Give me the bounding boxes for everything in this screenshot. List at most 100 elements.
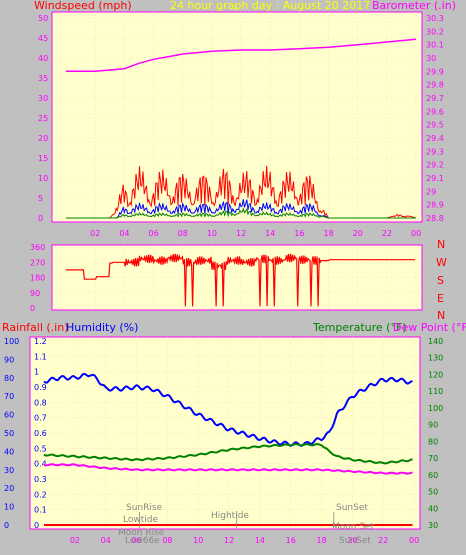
dir-y-tick-label: 270 [30, 258, 45, 267]
lowtide-label: Lowtide [123, 515, 158, 525]
wind-y-tick-label: 45 [38, 34, 48, 43]
baro-y-tick-label: 29.5 [426, 121, 444, 130]
wind-x-tick-label: 22 [382, 229, 392, 238]
humidity-y-tick-label: 20 [4, 484, 14, 493]
rain-y-tick-label: 0.1 [34, 506, 47, 515]
wind-x-tick-label: 04 [119, 229, 129, 238]
wind-x-tick-label: 00 [411, 229, 421, 238]
rain-y-tick-label: 0.8 [34, 398, 47, 407]
rain-y-tick-label: 0.6 [34, 429, 47, 438]
rainfall-axis-label: Rainfall (.in) [2, 321, 69, 334]
baro-y-tick-label: 29.4 [426, 134, 444, 143]
wind-y-tick-label: 40 [38, 54, 48, 63]
rain-y-tick-label: 0.5 [34, 444, 47, 453]
humidity-y-tick-label: 50 [4, 429, 14, 438]
temp-x-tick-label: 06 [132, 536, 142, 545]
baro-y-tick-label: 29.3 [426, 147, 444, 156]
direction-panel [51, 244, 423, 311]
humidity-y-tick-label: 90 [4, 355, 14, 364]
sunset2-label: SunSet [339, 536, 371, 546]
wind-y-tick-label: 35 [38, 74, 48, 83]
dir-y-tick-label: 180 [30, 274, 45, 283]
temp-y-tick-label: 50 [428, 488, 438, 497]
sunrise-label: SunRise [126, 503, 163, 513]
wind-y-tick-label: 15 [38, 154, 48, 163]
compass-e: E [437, 292, 444, 305]
moonset-label: Moon Set [332, 522, 375, 532]
barometer-line [66, 38, 417, 73]
temp-y-tick-label: 70 [428, 454, 438, 463]
rain-y-tick-label: 0 [34, 521, 39, 530]
temp-y-tick-label: 40 [428, 504, 438, 513]
baro-y-tick-label: 30 [426, 54, 436, 63]
hightide-label: Hightide [211, 511, 249, 521]
windspeed-axis-label: Windspeed (mph) [34, 0, 132, 12]
annotations: SunRise Lowtide Moon Rise Low66e Hightid… [118, 503, 375, 546]
temp-y-tick-label: 30 [428, 521, 438, 530]
temperature-axis-label: Temperature (°F) [312, 321, 407, 334]
humidity-y-tick-label: 80 [4, 374, 14, 383]
wind-x-tick-label: 16 [294, 229, 304, 238]
wind-x-tick-label: 18 [324, 229, 334, 238]
dir-y-tick-label: 0 [30, 304, 35, 313]
temp-y-tick-label: 140 [428, 337, 443, 346]
wind-direction-line [66, 253, 416, 307]
temp-y-tick-label: 120 [428, 370, 443, 379]
temp-y-tick-label: 90 [428, 421, 438, 430]
baro-y-tick-label: 29 [426, 187, 436, 196]
wind-y-tick-label: 5 [38, 194, 43, 203]
temp-x-tick-label: 00 [409, 536, 419, 545]
rain-y-tick-label: 0.7 [34, 414, 47, 423]
rain-y-tick-label: 1.2 [34, 337, 47, 346]
humidity-y-tick-label: 0 [4, 521, 9, 530]
wind-y-tick-label: 10 [38, 174, 48, 183]
compass-n-top: N [437, 238, 445, 251]
temp-x-tick-label: 10 [193, 536, 203, 545]
baro-y-tick-label: 29.6 [426, 107, 444, 116]
wind-y-tick-label: 50 [38, 14, 48, 23]
wind-x-tick-label: 10 [207, 229, 217, 238]
wind-x-tick-label: 08 [178, 229, 188, 238]
wind-x-tick-label: 14 [265, 229, 275, 238]
series-lines [43, 38, 417, 526]
baro-y-tick-label: 30.3 [426, 14, 444, 23]
baro-y-tick-label: 29.8 [426, 81, 444, 90]
rain-y-tick-label: 0.3 [34, 475, 47, 484]
baro-y-tick-label: 28.8 [426, 214, 444, 223]
humidity-y-tick-label: 10 [4, 503, 14, 512]
moonrise-label: Moon Rise [118, 528, 165, 538]
wind-y-tick-label: 0 [38, 214, 43, 223]
compass-n-bottom: N [437, 309, 445, 322]
temp-y-tick-label: 100 [428, 404, 443, 413]
grid-lines [30, 12, 422, 529]
rain-y-tick-label: 1.1 [34, 352, 47, 361]
humidity-y-tick-label: 100 [4, 337, 19, 346]
rain-y-tick-label: 0.4 [34, 460, 47, 469]
temp-y-tick-label: 80 [428, 437, 438, 446]
dir-y-tick-label: 90 [30, 289, 40, 298]
wind-x-tick-label: 20 [353, 229, 363, 238]
axis-ticks: 0510152025303540455028.828.92929.129.229… [4, 14, 444, 545]
temp-x-tick-label: 22 [378, 536, 388, 545]
wind-y-tick-label: 25 [38, 114, 48, 123]
temp-x-tick-label: 08 [162, 536, 172, 545]
compass-s: S [437, 274, 444, 287]
graph-title: 24 hour graph day : August 20 2017 [170, 0, 370, 12]
temp-x-tick-label: 20 [347, 536, 357, 545]
baro-y-tick-label: 30.2 [426, 27, 444, 36]
baro-y-tick-label: 29.1 [426, 174, 444, 183]
dewpoint-axis-label: Dew Point (°F) [393, 321, 466, 334]
humidity-y-tick-label: 40 [4, 447, 14, 456]
dewpoint-line [43, 463, 413, 475]
temperature-line [43, 442, 413, 465]
barometer-axis-label: Barometer (.in) [372, 0, 456, 12]
wind-y-tick-label: 20 [38, 134, 48, 143]
temp-x-tick-label: 16 [286, 536, 296, 545]
humidity-y-tick-label: 30 [4, 466, 14, 475]
humidity-axis-label: Humidity (%) [66, 321, 138, 334]
lowtide2-label: Low66e [125, 536, 160, 546]
humidity-y-tick-label: 60 [4, 411, 14, 420]
rain-y-tick-label: 1 [34, 368, 39, 377]
baro-y-tick-label: 29.2 [426, 161, 444, 170]
